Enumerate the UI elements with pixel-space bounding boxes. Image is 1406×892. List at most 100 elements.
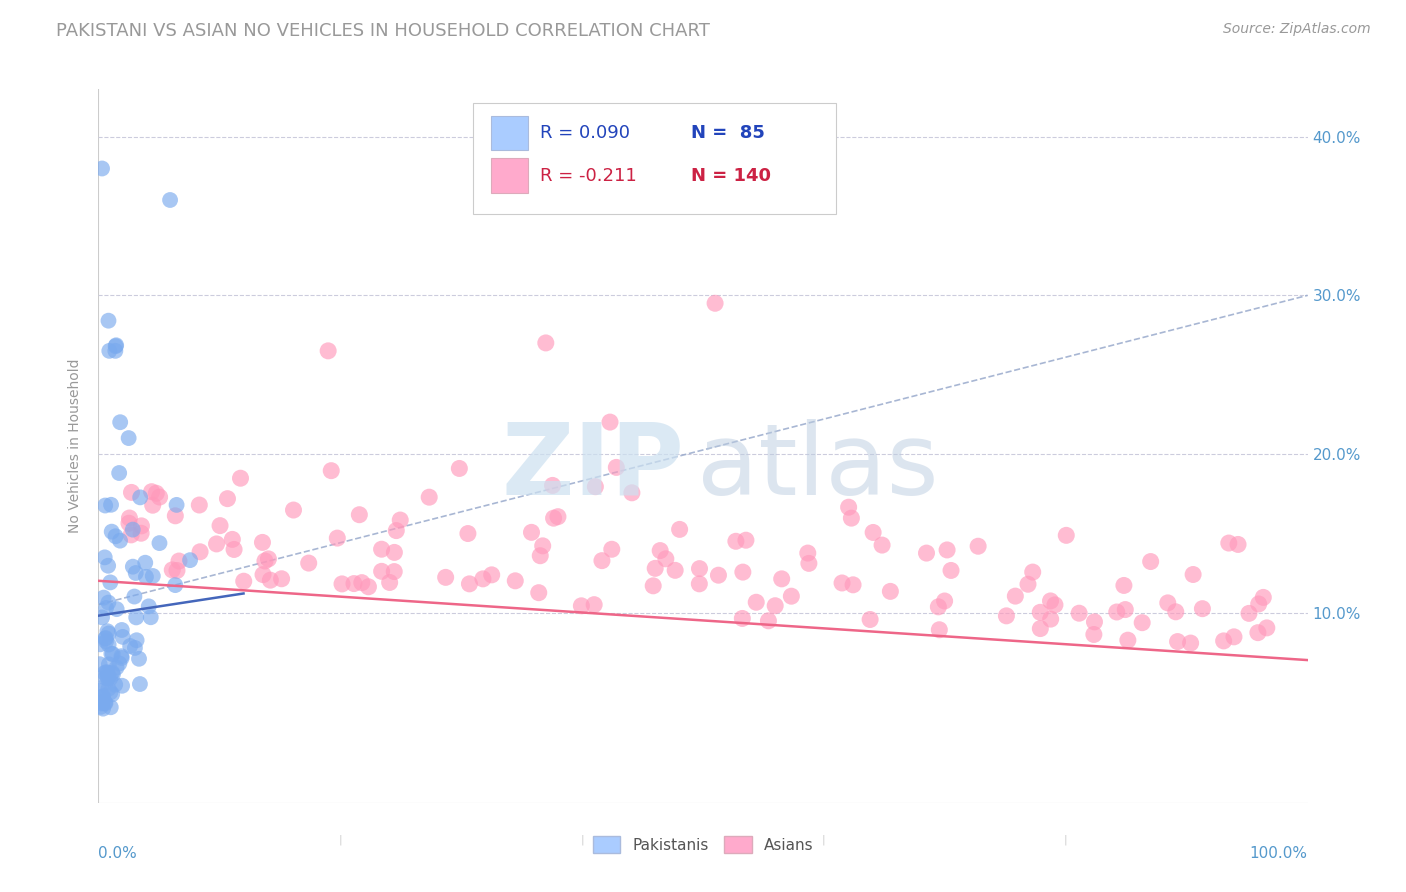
Point: [1039, 612, 1062, 626]
Point: [135, 570, 157, 584]
Point: [620, 485, 643, 500]
Point: [1022, 565, 1045, 579]
Bar: [492, 159, 527, 193]
Point: [100, 647, 122, 661]
Point: [534, 335, 557, 350]
Point: [91, 610, 114, 624]
Text: |: |: [823, 835, 825, 846]
Point: [101, 665, 124, 680]
Point: [1164, 605, 1187, 619]
Point: [707, 568, 730, 582]
Point: [731, 565, 754, 579]
Point: [370, 565, 392, 579]
Point: [1237, 607, 1260, 621]
Point: [1253, 591, 1275, 605]
Point: [100, 498, 122, 512]
Point: [120, 528, 142, 542]
Point: [689, 561, 711, 575]
Point: [108, 466, 131, 480]
Point: [270, 572, 292, 586]
Point: [838, 500, 860, 515]
Point: [89, 683, 111, 698]
Point: [125, 566, 148, 580]
Point: [90, 699, 112, 714]
Point: [1247, 597, 1270, 611]
Point: [1069, 606, 1091, 620]
Point: [434, 570, 457, 584]
Point: [93, 665, 115, 680]
Point: [97, 596, 120, 610]
Point: [108, 533, 131, 548]
Point: [541, 478, 564, 492]
Point: [770, 572, 793, 586]
Point: [1083, 627, 1105, 641]
Point: [1191, 601, 1213, 615]
Point: [94, 671, 117, 685]
Point: [221, 533, 243, 547]
Point: [841, 511, 863, 525]
Point: [121, 559, 143, 574]
Point: [101, 687, 124, 701]
Point: [105, 602, 128, 616]
Point: [98, 575, 121, 590]
Point: [167, 554, 190, 568]
Point: [97, 672, 120, 686]
Point: [531, 539, 554, 553]
Point: [94, 696, 117, 710]
Point: [149, 490, 172, 504]
Point: [939, 564, 962, 578]
Point: [129, 491, 152, 505]
Point: [385, 524, 408, 538]
Point: [97, 638, 120, 652]
Point: [208, 518, 231, 533]
Point: [418, 490, 440, 504]
Point: [205, 537, 228, 551]
Text: 100.0%: 100.0%: [1250, 846, 1308, 861]
Point: [731, 611, 754, 625]
Point: [928, 623, 950, 637]
Point: [862, 525, 884, 540]
Point: [458, 577, 481, 591]
Point: [668, 522, 690, 536]
Point: [643, 579, 665, 593]
Point: [121, 485, 143, 500]
Point: [252, 567, 274, 582]
Point: [967, 539, 990, 553]
Point: [118, 431, 141, 445]
Point: [165, 578, 187, 592]
Point: [1180, 636, 1202, 650]
Point: [98, 672, 121, 686]
Point: [104, 678, 127, 692]
Point: [179, 553, 201, 567]
Point: [188, 545, 211, 559]
Point: [1218, 536, 1240, 550]
Point: [1017, 577, 1039, 591]
Point: [842, 578, 865, 592]
Point: [142, 569, 165, 583]
Point: [97, 681, 120, 696]
Text: R = 0.090: R = 0.090: [540, 124, 630, 142]
Point: [129, 526, 152, 541]
Point: [101, 667, 124, 681]
Point: [105, 660, 128, 674]
Point: [96, 665, 118, 679]
Point: [735, 533, 758, 548]
Point: [1256, 621, 1278, 635]
Point: [370, 542, 392, 557]
Point: [378, 575, 401, 590]
Point: [1247, 625, 1270, 640]
Point: [547, 509, 569, 524]
Point: [89, 637, 111, 651]
Point: [704, 296, 727, 310]
Point: [252, 535, 274, 549]
Point: [222, 542, 245, 557]
Point: [780, 589, 803, 603]
Point: [94, 696, 117, 710]
Point: [128, 652, 150, 666]
Point: [91, 696, 114, 710]
Point: [120, 639, 142, 653]
Point: [139, 610, 162, 624]
Point: [98, 343, 121, 358]
Point: [343, 576, 366, 591]
Text: |: |: [1064, 835, 1067, 846]
